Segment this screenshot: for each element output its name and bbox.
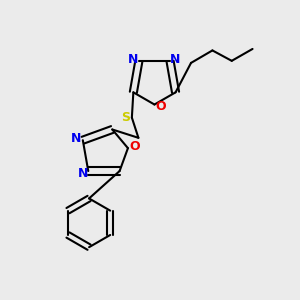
Text: O: O [129,140,140,153]
Text: O: O [156,100,166,112]
Text: N: N [71,132,82,145]
Text: N: N [170,52,181,66]
Text: S: S [121,110,130,124]
Text: N: N [128,52,139,66]
Text: N: N [78,167,88,180]
